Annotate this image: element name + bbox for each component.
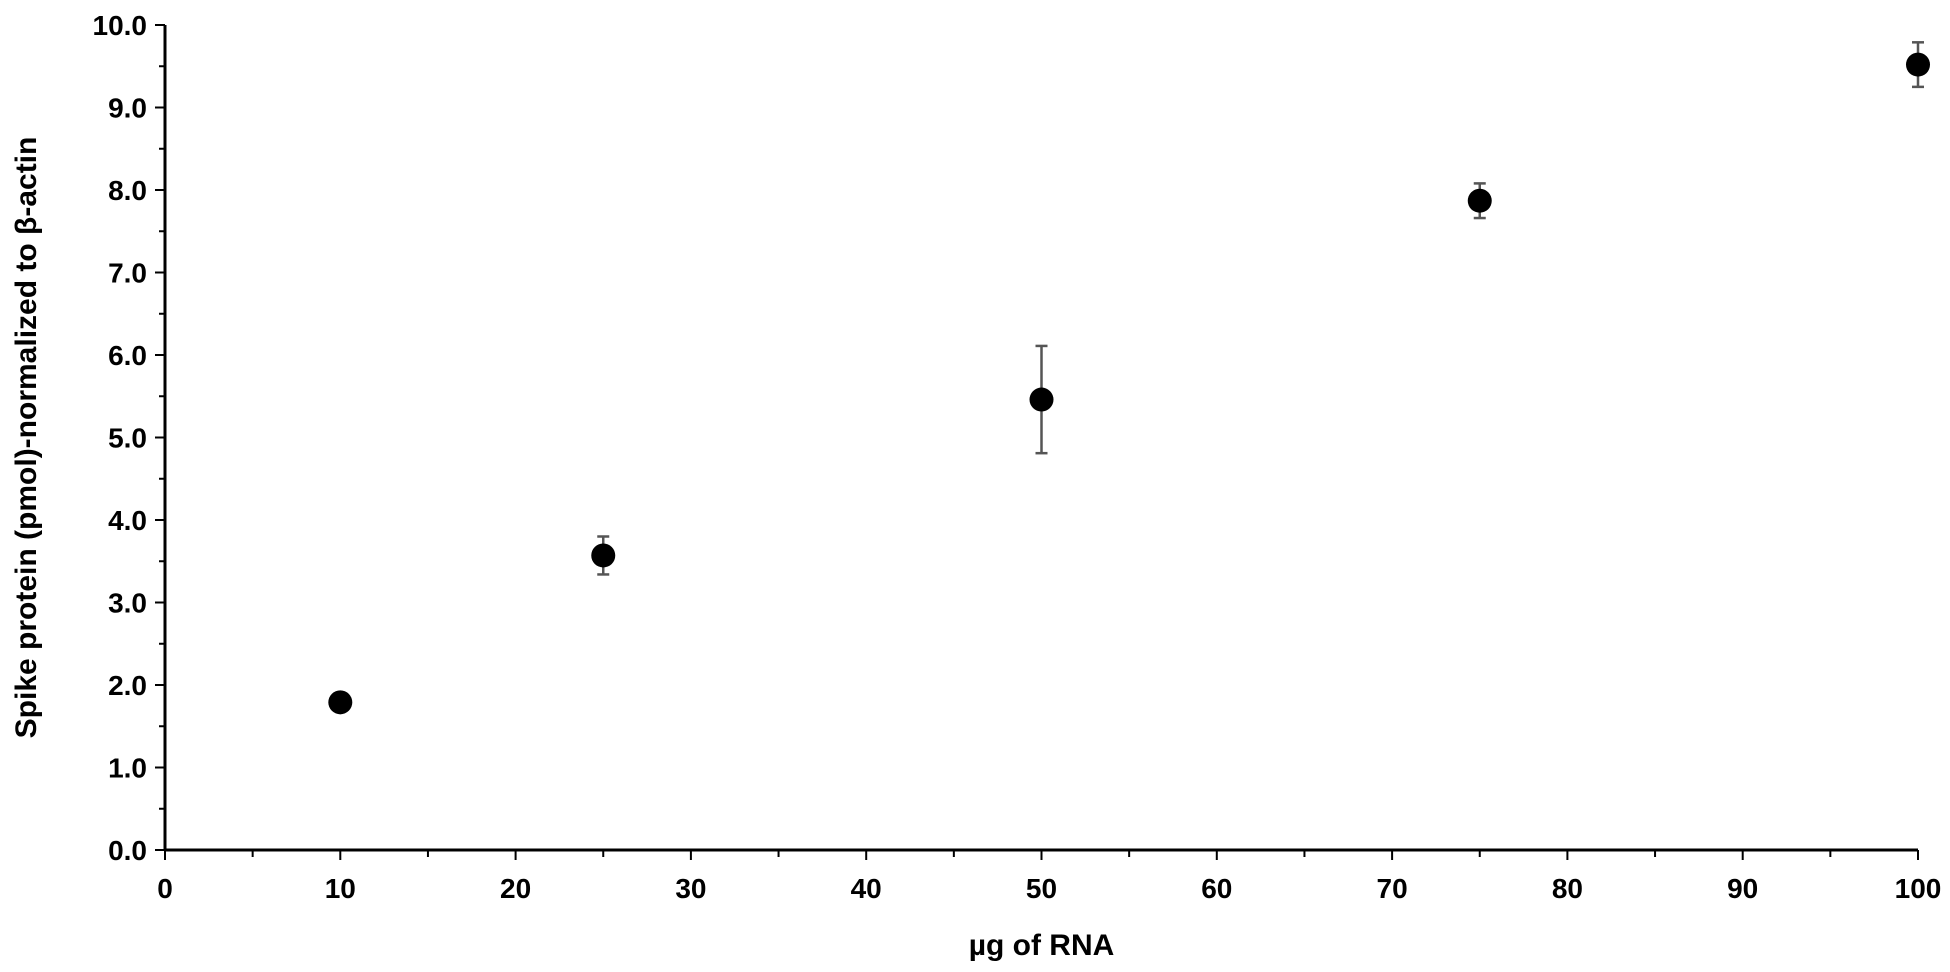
y-tick-label: 1.0 <box>108 753 147 784</box>
y-tick-label: 9.0 <box>108 93 147 124</box>
data-point <box>328 690 353 715</box>
x-tick-label: 90 <box>1727 873 1758 904</box>
data-point <box>1906 52 1930 77</box>
data-points <box>328 52 1930 715</box>
y-tick-label: 10.0 <box>93 10 148 41</box>
y-axis-title: Spike protein (pmol)-normalized to β-act… <box>10 137 43 739</box>
x-axis-title: µg of RNA <box>969 929 1115 962</box>
data-point <box>1467 188 1492 213</box>
x-tick-label: 70 <box>1377 873 1408 904</box>
x-tick-label: 30 <box>675 873 706 904</box>
y-tick-label: 3.0 <box>108 588 147 619</box>
y-tick-label: 4.0 <box>108 505 147 536</box>
x-tick-label: 40 <box>851 873 882 904</box>
x-tick-label: 20 <box>500 873 531 904</box>
y-axis-tick-labels: 0.0 1.0 2.0 3.0 4.0 5.0 6.0 7.0 8.0 9.0 10.0 <box>93 10 148 866</box>
error-bars <box>334 41 1924 708</box>
data-point <box>591 543 616 568</box>
data-point <box>1029 387 1054 412</box>
x-tick-label: 80 <box>1552 873 1583 904</box>
y-tick-label: 0.0 <box>108 835 147 866</box>
y-tick-label: 6.0 <box>108 340 147 371</box>
y-tick-label: 7.0 <box>108 258 147 289</box>
y-tick-label: 5.0 <box>108 423 147 454</box>
y-tick-label: 8.0 <box>108 175 147 206</box>
x-tick-label: 60 <box>1201 873 1232 904</box>
x-tick-label: 0 <box>157 873 173 904</box>
y-tick-label: 2.0 <box>108 670 147 701</box>
x-tick-label: 10 <box>325 873 356 904</box>
x-tick-label: 100 <box>1895 873 1942 904</box>
x-axis-tick-labels: 0 10 20 30 40 50 60 70 80 90 100 <box>157 873 1941 904</box>
x-tick-label: 50 <box>1026 873 1057 904</box>
